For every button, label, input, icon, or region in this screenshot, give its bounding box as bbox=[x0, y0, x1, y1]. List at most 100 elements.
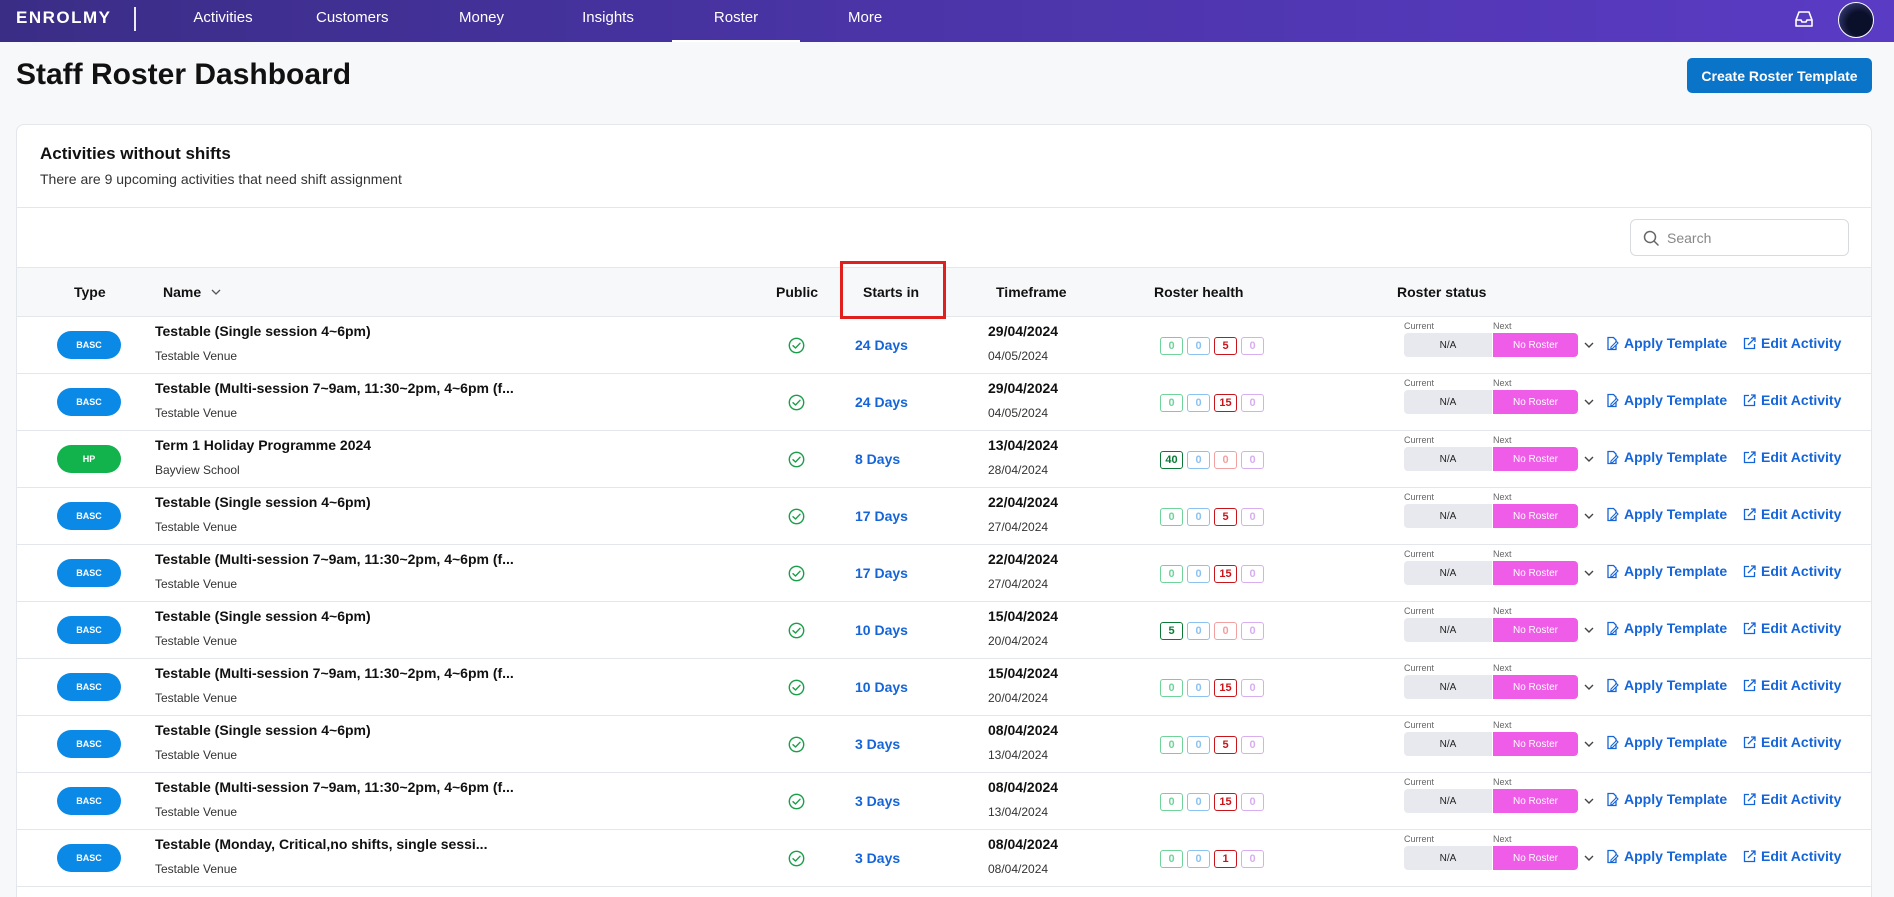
next-label: Next bbox=[1493, 606, 1512, 616]
apply-template-button[interactable]: Apply Template bbox=[1605, 563, 1727, 579]
chevron-down-icon[interactable] bbox=[1583, 396, 1595, 408]
current-roster-pill: N/A bbox=[1404, 618, 1492, 642]
health-count: 0 bbox=[1160, 850, 1183, 868]
type-badge: BASC bbox=[57, 616, 121, 644]
document-edit-icon bbox=[1607, 792, 1619, 806]
apply-template-button[interactable]: Apply Template bbox=[1605, 335, 1727, 351]
col-name[interactable]: Name bbox=[163, 284, 221, 300]
avatar[interactable] bbox=[1838, 2, 1874, 38]
apply-template-button[interactable]: Apply Template bbox=[1605, 734, 1727, 750]
activity-name[interactable]: Testable (Single session 4~6pm) bbox=[155, 494, 371, 510]
type-badge: BASC bbox=[57, 502, 121, 530]
activity-name[interactable]: Testable (Multi-session 7~9am, 11:30~2pm… bbox=[155, 380, 514, 396]
nav-tab-money[interactable]: Money bbox=[459, 9, 505, 26]
nav-tab-customers[interactable]: Customers bbox=[316, 9, 389, 26]
roster-health: 0 0 15 0 bbox=[1160, 679, 1264, 697]
activity-venue: Testable Venue bbox=[155, 349, 238, 363]
type-badge: BASC bbox=[57, 787, 121, 815]
health-count: 1 bbox=[1214, 850, 1237, 868]
activity-venue: Testable Venue bbox=[155, 520, 238, 534]
edit-activity-button[interactable]: Edit Activity bbox=[1742, 734, 1841, 750]
document-edit-icon bbox=[1607, 678, 1619, 692]
nav-tab-insights[interactable]: Insights bbox=[582, 9, 634, 26]
apply-template-button[interactable]: Apply Template bbox=[1605, 449, 1727, 465]
card-title: Activities without shifts bbox=[40, 144, 231, 163]
timeframe-start: 08/04/2024 bbox=[988, 779, 1059, 795]
next-roster-pill: No Roster bbox=[1493, 618, 1578, 642]
document-edit-icon bbox=[1607, 564, 1619, 578]
health-count: 0 bbox=[1241, 850, 1264, 868]
edit-activity-button[interactable]: Edit Activity bbox=[1742, 392, 1841, 408]
table-row: BASC Testable (Multi-session 7~9am, 11:3… bbox=[17, 374, 1871, 431]
health-count: 5 bbox=[1160, 622, 1183, 640]
external-edit-icon bbox=[1743, 507, 1756, 520]
edit-activity-button[interactable]: Edit Activity bbox=[1742, 449, 1841, 465]
health-count: 0 bbox=[1214, 622, 1237, 640]
chevron-down-icon[interactable] bbox=[1583, 852, 1595, 864]
health-count: 0 bbox=[1187, 451, 1210, 469]
edit-activity-button[interactable]: Edit Activity bbox=[1742, 677, 1841, 693]
starts-in-value: 17 Days bbox=[855, 565, 908, 581]
timeframe-start: 22/04/2024 bbox=[988, 551, 1059, 567]
edit-activity-button[interactable]: Edit Activity bbox=[1742, 620, 1841, 636]
col-timeframe: Timeframe bbox=[996, 284, 1067, 300]
document-edit-icon bbox=[1607, 450, 1619, 464]
health-count: 5 bbox=[1214, 337, 1237, 355]
chevron-down-icon[interactable] bbox=[1583, 738, 1595, 750]
inbox-icon[interactable] bbox=[1793, 8, 1815, 30]
col-type: Type bbox=[74, 284, 106, 300]
health-count: 0 bbox=[1160, 508, 1183, 526]
apply-template-label: Apply Template bbox=[1624, 620, 1728, 636]
activity-name[interactable]: Testable (Multi-session 7~9am, 11:30~2pm… bbox=[155, 665, 514, 681]
chevron-down-icon[interactable] bbox=[1583, 624, 1595, 636]
chevron-down-icon[interactable] bbox=[1583, 453, 1595, 465]
edit-activity-button[interactable]: Edit Activity bbox=[1742, 791, 1841, 807]
current-label: Current bbox=[1404, 663, 1435, 673]
timeframe-end: 27/04/2024 bbox=[988, 577, 1049, 591]
external-edit-icon bbox=[1743, 450, 1756, 463]
next-roster-pill: No Roster bbox=[1493, 504, 1578, 528]
health-count: 0 bbox=[1241, 565, 1264, 583]
check-circle-icon bbox=[788, 565, 805, 582]
card-subtitle: There are 9 upcoming activities that nee… bbox=[40, 171, 402, 187]
enrolmy-logo[interactable]: ENROLMY bbox=[16, 8, 112, 27]
edit-activity-button[interactable]: Edit Activity bbox=[1742, 335, 1841, 351]
col-starts-in[interactable]: Starts in bbox=[863, 284, 920, 300]
activity-name[interactable]: Testable (Single session 4~6pm) bbox=[155, 323, 371, 339]
edit-activity-button[interactable]: Edit Activity bbox=[1742, 563, 1841, 579]
activity-name[interactable]: Testable (Monday, Critical,no shifts, si… bbox=[155, 836, 488, 852]
chevron-down-icon[interactable] bbox=[1583, 681, 1595, 693]
external-edit-icon bbox=[1743, 792, 1756, 805]
health-count: 0 bbox=[1214, 451, 1237, 469]
apply-template-button[interactable]: Apply Template bbox=[1605, 620, 1727, 636]
nav-tab-activities[interactable]: Activities bbox=[193, 9, 253, 26]
create-roster-template-button[interactable]: Create Roster Template bbox=[1687, 58, 1872, 93]
timeframe-end: 27/04/2024 bbox=[988, 520, 1049, 534]
search-box[interactable] bbox=[1630, 219, 1849, 256]
activity-name[interactable]: Term 1 Holiday Programme 2024 bbox=[155, 437, 372, 453]
edit-activity-button[interactable]: Edit Activity bbox=[1742, 848, 1841, 864]
apply-template-button[interactable]: Apply Template bbox=[1605, 791, 1727, 807]
activity-name[interactable]: Testable (Single session 4~6pm) bbox=[155, 608, 371, 624]
activity-name[interactable]: Testable (Multi-session 7~9am, 11:30~2pm… bbox=[155, 779, 514, 795]
chevron-down-icon[interactable] bbox=[1583, 339, 1595, 351]
health-count: 0 bbox=[1160, 793, 1183, 811]
apply-template-button[interactable]: Apply Template bbox=[1605, 677, 1727, 693]
chevron-down-icon[interactable] bbox=[1583, 795, 1595, 807]
apply-template-button[interactable]: Apply Template bbox=[1605, 848, 1727, 864]
nav-tab-more[interactable]: More bbox=[848, 9, 883, 26]
apply-template-button[interactable]: Apply Template bbox=[1605, 506, 1727, 522]
search-icon bbox=[1643, 230, 1659, 246]
apply-template-button[interactable]: Apply Template bbox=[1605, 392, 1727, 408]
search-input[interactable] bbox=[1667, 229, 1827, 246]
activity-name[interactable]: Testable (Single session 4~6pm) bbox=[155, 722, 371, 738]
edit-activity-button[interactable]: Edit Activity bbox=[1742, 506, 1841, 522]
chevron-down-icon[interactable] bbox=[1583, 510, 1595, 522]
check-circle-icon bbox=[788, 679, 805, 696]
nav-tab-roster[interactable]: Roster bbox=[672, 9, 800, 42]
activity-venue: Testable Venue bbox=[155, 862, 238, 876]
activity-name[interactable]: Testable (Multi-session 7~9am, 11:30~2pm… bbox=[155, 551, 514, 567]
chevron-down-icon[interactable] bbox=[1583, 567, 1595, 579]
